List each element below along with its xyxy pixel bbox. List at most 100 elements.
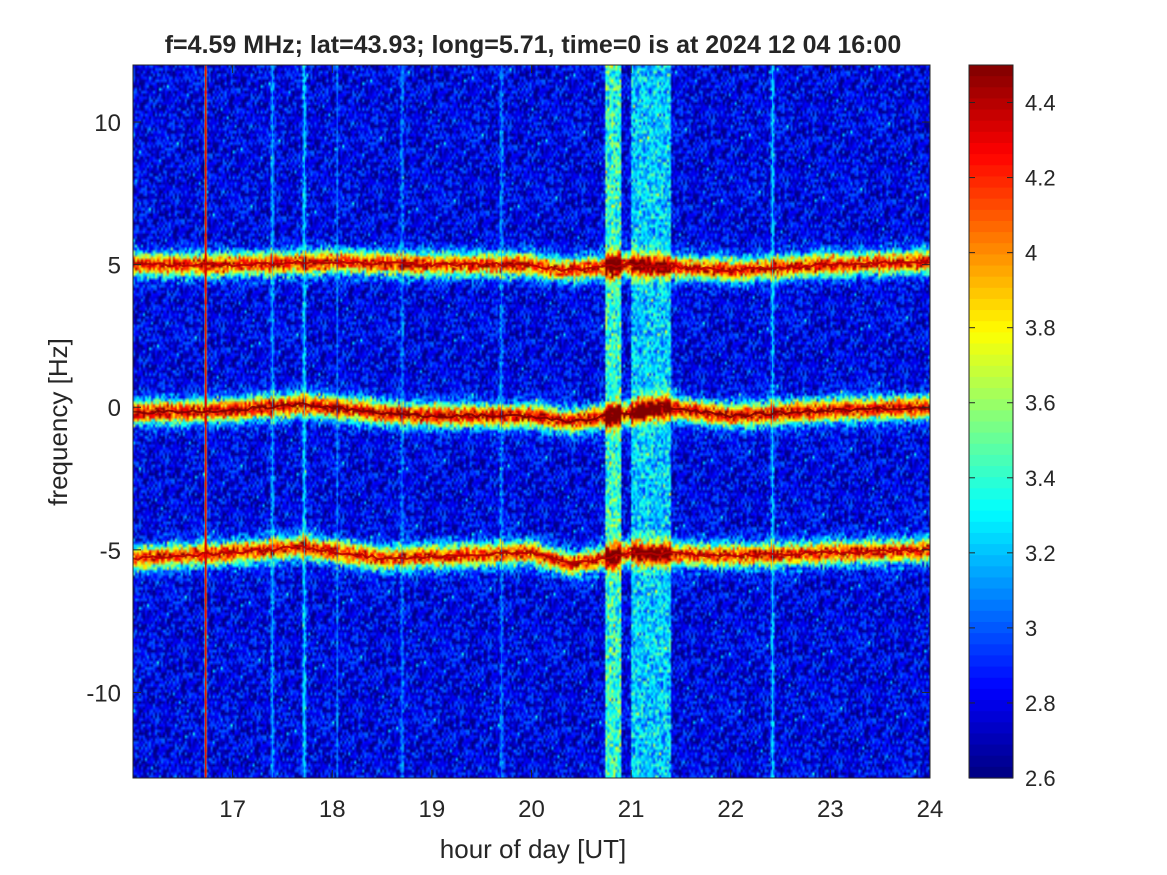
colorbar-segment — [969, 544, 1013, 556]
colorbar-segment — [969, 633, 1013, 645]
colorbar-segment — [969, 209, 1013, 222]
spectrogram-image — [133, 65, 930, 778]
colorbar-segment — [969, 599, 1013, 612]
colorbar-segment — [969, 187, 1013, 200]
colorbar-tick-label: 3.6 — [1025, 391, 1056, 416]
colorbar-segment — [969, 65, 1013, 77]
colorbar-segment — [969, 287, 1013, 300]
x-tick-label: 21 — [618, 796, 645, 823]
colorbar-tick-label: 2.8 — [1025, 691, 1056, 716]
plot-area — [132, 65, 931, 778]
colorbar-segment — [969, 388, 1013, 400]
y-tick-label: -5 — [100, 538, 121, 565]
colorbar-segment — [969, 532, 1013, 545]
colorbar-segment — [969, 376, 1013, 389]
trace-line-0 — [132, 260, 931, 273]
colorbar-segment — [969, 265, 1013, 278]
colorbar-segment — [969, 220, 1013, 233]
colorbar-segment — [969, 120, 1013, 133]
colorbar-segment — [969, 410, 1013, 423]
colorbar-tick-label: 3.4 — [1025, 466, 1056, 491]
x-tick-label: 23 — [817, 796, 844, 823]
x-tick-label: 20 — [518, 796, 545, 823]
colorbar-segment — [969, 321, 1013, 333]
colorbar-segment — [969, 142, 1013, 155]
colorbar-segment — [969, 276, 1013, 289]
colorbar-tick-label: 4.2 — [1025, 166, 1056, 191]
colorbar-segment — [969, 477, 1013, 489]
x-axis: 17 18 19 20 21 22 23 24 — [219, 65, 943, 823]
colorbar-segment — [969, 655, 1013, 668]
colorbar-tick-label: 3 — [1025, 616, 1037, 641]
colorbar-segment — [969, 421, 1013, 434]
y-axis-label: frequency [Hz] — [43, 338, 73, 506]
colorbar-segment — [969, 399, 1013, 411]
x-tick-label: 17 — [219, 796, 246, 823]
colorbar — [969, 65, 1013, 779]
colorbar-segment — [969, 499, 1013, 512]
y-tick-label: 5 — [108, 253, 121, 280]
colorbar-segment — [969, 432, 1013, 445]
colorbar-tick-label: 4 — [1025, 241, 1037, 266]
y-tick-label: 0 — [108, 395, 121, 422]
colorbar-axis: 4.4 4.2 4 3.8 3.6 3.4 3.2 3 2.8 2.6 — [969, 91, 1056, 791]
colorbar-segment — [969, 198, 1013, 211]
colorbar-segment — [969, 154, 1013, 166]
colorbar-segment — [969, 310, 1013, 322]
chart-title: f=4.59 MHz; lat=43.93; long=5.71, time=0… — [165, 31, 902, 59]
colorbar-segment — [969, 254, 1013, 267]
colorbar-tick-label: 3.2 — [1025, 541, 1056, 566]
colorbar-segment — [969, 454, 1013, 467]
trace-line-1 — [132, 402, 930, 424]
colorbar-segment — [969, 332, 1013, 345]
colorbar-segment — [969, 243, 1013, 255]
colorbar-segment — [969, 722, 1013, 735]
x-tick-label: 22 — [717, 796, 744, 823]
colorbar-frame — [968, 64, 1014, 779]
colorbar-segment — [969, 677, 1013, 690]
x-tick-label: 24 — [917, 796, 944, 823]
colorbar-segment — [969, 87, 1013, 100]
colorbar-segment — [969, 733, 1013, 746]
colorbar-segment — [969, 76, 1013, 88]
trace-line-2 — [132, 544, 931, 564]
colorbar-segment — [969, 176, 1013, 189]
colorbar-segment — [969, 622, 1013, 634]
colorbar-segment — [969, 232, 1013, 244]
x-tick-label: 19 — [419, 796, 446, 823]
colorbar-segment — [969, 610, 1013, 623]
colorbar-segment — [969, 644, 1013, 657]
colorbar-segment — [969, 688, 1013, 701]
colorbar-segment — [969, 555, 1013, 567]
colorbar-segment — [969, 700, 1013, 712]
colorbar-segment — [969, 298, 1013, 311]
colorbar-segment — [969, 488, 1013, 501]
colorbar-segment — [969, 165, 1013, 178]
colorbar-tick-label: 3.8 — [1025, 316, 1056, 341]
colorbar-segment — [969, 588, 1013, 601]
colorbar-tick-label: 2.6 — [1025, 766, 1056, 791]
y-tick-label: 10 — [94, 110, 121, 137]
colorbar-segment — [969, 744, 1013, 757]
x-tick-label: 18 — [319, 796, 346, 823]
colorbar-segment — [969, 131, 1013, 144]
colorbar-segment — [969, 354, 1013, 367]
colorbar-segment — [969, 109, 1013, 122]
x-axis-label: hour of day [UT] — [440, 834, 626, 864]
colorbar-tick-label: 4.4 — [1025, 91, 1056, 116]
colorbar-segment — [969, 566, 1013, 579]
y-axis: 10 5 0 -5 -10 — [86, 110, 930, 707]
colorbar-segment — [969, 510, 1013, 523]
colorbar-segment — [969, 755, 1013, 768]
colorbar-segment — [969, 766, 1013, 779]
colorbar-segment — [969, 343, 1013, 356]
colorbar-segment — [969, 521, 1013, 534]
colorbar-segment — [969, 711, 1013, 723]
y-tick-label: -10 — [86, 680, 121, 707]
colorbar-segment — [969, 466, 1013, 478]
colorbar-segment — [969, 98, 1013, 111]
colorbar-segment — [969, 365, 1013, 378]
colorbar-segment — [969, 443, 1013, 456]
colorbar-segment — [969, 666, 1013, 679]
